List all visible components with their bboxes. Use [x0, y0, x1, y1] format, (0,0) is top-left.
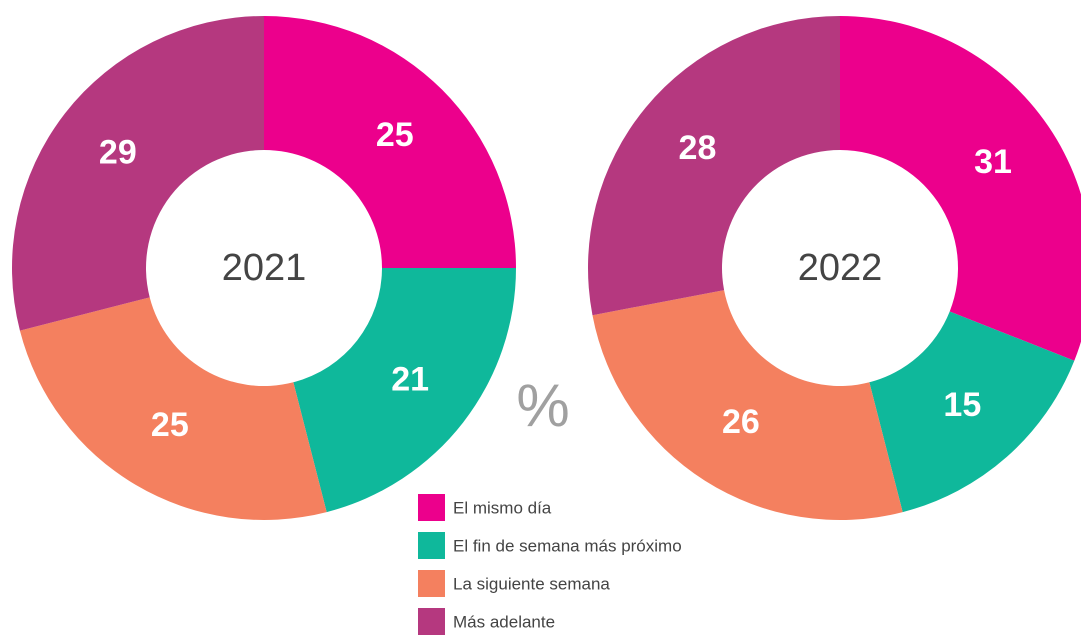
data-label: 15 [943, 386, 981, 424]
donut-slice [869, 311, 1075, 513]
center-label: 2021 [222, 247, 307, 289]
donut-slice [11, 16, 265, 331]
data-label: 25 [151, 406, 189, 444]
data-label: 21 [391, 360, 429, 398]
unit-annotation: % [516, 372, 569, 439]
legend-swatch [418, 608, 445, 635]
donut-slice [293, 268, 516, 513]
data-label: 28 [679, 129, 717, 167]
data-label: 31 [974, 143, 1012, 181]
legend-label: El mismo día [453, 498, 552, 517]
data-label: 29 [99, 134, 137, 172]
donut-slice [19, 297, 327, 520]
legend-label: El fin de semana más próximo [453, 536, 682, 555]
data-label: 26 [722, 403, 760, 441]
legend-label: Más adelante [453, 612, 555, 631]
data-label: 25 [376, 116, 414, 154]
legend-label: La siguiente semana [453, 574, 610, 593]
donut-slice [264, 16, 516, 268]
donut-slice [587, 16, 840, 316]
donut-slice [592, 290, 903, 520]
legend-swatch [418, 532, 445, 559]
center-label: 2022 [798, 247, 883, 289]
legend-swatch [418, 494, 445, 521]
donut-slice [840, 16, 1081, 361]
legend-swatch [418, 570, 445, 597]
